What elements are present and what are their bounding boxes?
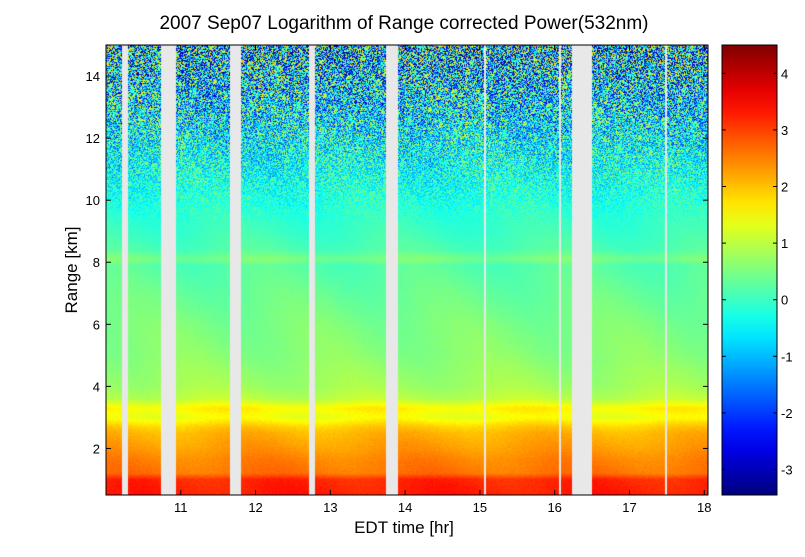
colorbar-tick-label: -2 — [781, 406, 793, 421]
colorbar-tick-label: 4 — [781, 66, 788, 81]
chart-title: 2007 Sep07 Logarithm of Range corrected … — [159, 13, 648, 34]
x-tick-label: 17 — [622, 500, 636, 515]
y-tick-label: 12 — [86, 131, 100, 146]
plot-frame — [105, 44, 709, 496]
y-tick-label: 10 — [86, 193, 100, 208]
colorbar-tick-label: 3 — [781, 123, 788, 138]
x-tick-label: 12 — [248, 500, 262, 515]
colorbar — [721, 44, 778, 496]
y-tick-label: 8 — [93, 255, 100, 270]
colorbar-axis: -3 -2 -1 0 1 2 3 4 — [722, 66, 793, 478]
y-tick-label: 2 — [93, 441, 100, 456]
colorbar-tick-label: 1 — [781, 236, 788, 251]
y-axis-label: Range [km] — [62, 227, 81, 314]
colorbar-tick-label: -3 — [781, 463, 793, 478]
x-tick-label: 16 — [547, 500, 561, 515]
x-tick-label: 18 — [697, 500, 711, 515]
x-tick-label: 13 — [323, 500, 337, 515]
plot-area — [106, 45, 708, 495]
heatmap — [106, 45, 708, 495]
colorbar-tick-label: 2 — [781, 180, 788, 195]
y-axis: 2 4 6 8 10 12 14 — [86, 69, 708, 456]
x-axis-label: EDT time [hr] — [354, 518, 454, 537]
colorbar-tick-label: -1 — [781, 349, 793, 364]
x-tick-label: 14 — [398, 500, 412, 515]
y-tick-label: 6 — [93, 317, 100, 332]
x-tick-label: 15 — [473, 500, 487, 515]
x-axis: 11 12 13 14 15 16 17 18 — [174, 45, 711, 515]
colorbar-tick-label: 0 — [781, 293, 788, 308]
y-tick-label: 4 — [93, 379, 100, 394]
y-tick-label: 14 — [86, 69, 100, 84]
x-tick-label: 11 — [174, 500, 188, 515]
